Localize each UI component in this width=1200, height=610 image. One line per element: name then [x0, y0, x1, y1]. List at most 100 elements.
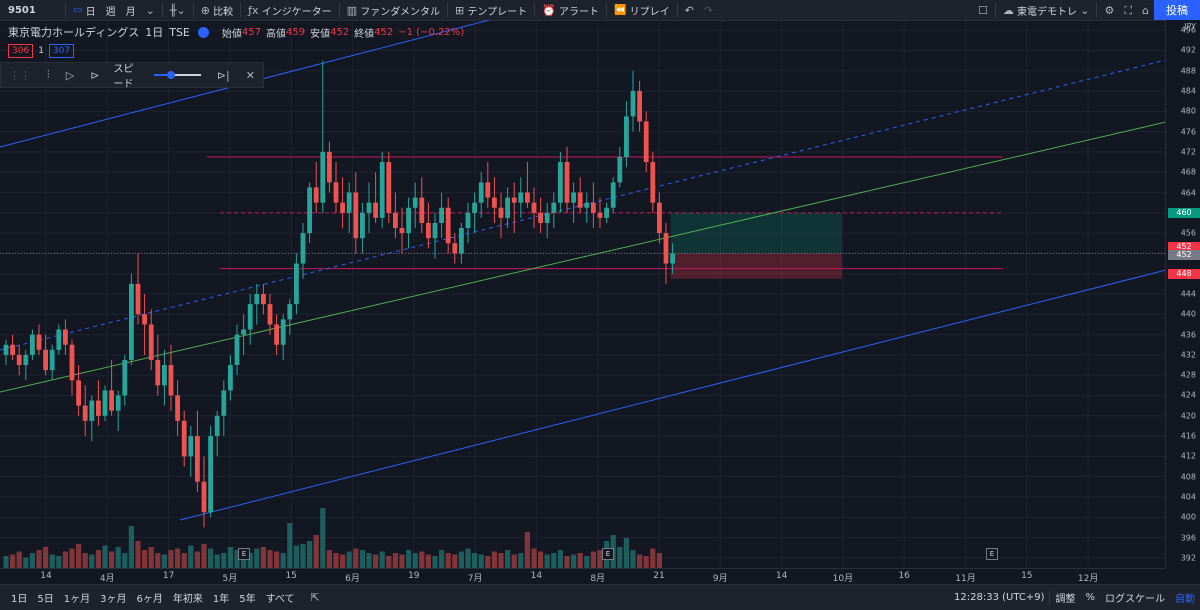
- volume-bar: [432, 556, 438, 568]
- volume-bar: [544, 554, 550, 568]
- time-tick: 15: [1021, 571, 1033, 581]
- volume-bar: [267, 550, 273, 568]
- range-button[interactable]: 1日: [11, 594, 28, 605]
- volume-bar: [320, 508, 326, 568]
- volume-bar: [56, 556, 62, 568]
- time-axis[interactable]: 14 4月 17 5月 15 6月 19 7月 14 8月 21 9月 14 10月 16 11月 15 12月: [0, 568, 1166, 585]
- range-button[interactable]: 3ヶ月: [100, 594, 127, 605]
- candle: [267, 294, 273, 335]
- volume-bar: [340, 554, 346, 568]
- buy-button[interactable]: 307: [48, 44, 75, 58]
- bottom-right-controls: 12:28:33 (UTC+9) 調整 % ログスケール 自動: [949, 585, 1200, 610]
- price-axis[interactable]: JPY 496 492 488 484 480 476 472 468 464 460 456 452…: [1165, 20, 1200, 568]
- candle-body: [63, 329, 68, 345]
- volume-bar: [564, 556, 570, 568]
- alert-button[interactable]: ⏰ アラート: [537, 0, 604, 20]
- chart-type-button[interactable]: ╫ ⌄: [165, 0, 191, 20]
- price-chart[interactable]: [0, 20, 1166, 568]
- clock-timezone[interactable]: 12:28:33 (UTC+9): [954, 592, 1045, 603]
- rewind-icon: ⏪: [613, 4, 627, 16]
- candle-body: [82, 405, 88, 421]
- volume-bar: [498, 553, 504, 568]
- currency-label[interactable]: JPY: [1184, 22, 1196, 31]
- candle-body: [505, 197, 510, 218]
- candle-body: [564, 162, 570, 203]
- templates-button[interactable]: ⊞ テンプレート: [450, 0, 532, 20]
- fullscreen-button[interactable]: ⛶: [1119, 0, 1137, 20]
- candle-body: [49, 349, 55, 371]
- volume-bar: [175, 548, 181, 568]
- percent-scale-button[interactable]: %: [1085, 592, 1095, 603]
- candle: [36, 324, 42, 355]
- candle: [564, 146, 570, 213]
- range-button[interactable]: すべて: [265, 594, 295, 605]
- range-button[interactable]: 年初来: [172, 594, 203, 605]
- snapshot-button[interactable]: ⌂: [1137, 0, 1154, 20]
- adjust-button[interactable]: 調整: [1055, 594, 1076, 605]
- volume-bar: [359, 550, 365, 568]
- sell-button[interactable]: 306: [8, 44, 34, 58]
- range-button[interactable]: 1年: [212, 594, 230, 605]
- range-button[interactable]: 6ヶ月: [136, 594, 163, 605]
- volume-bar: [386, 556, 392, 568]
- speed-slider-knob[interactable]: [166, 71, 175, 79]
- candle-body: [393, 212, 398, 229]
- range-button[interactable]: 1ヶ月: [63, 594, 91, 605]
- goto-date-button[interactable]: ⇱: [306, 592, 325, 604]
- high-label: 高値: [265, 28, 286, 40]
- redo-button[interactable]: ↷: [699, 0, 718, 20]
- candle-body: [439, 207, 444, 223]
- candle: [76, 365, 81, 416]
- step-forward-button[interactable]: ⊳: [82, 69, 107, 82]
- candle: [148, 309, 154, 371]
- settings-button[interactable]: ⚙: [1099, 0, 1119, 20]
- earnings-marker[interactable]: E: [238, 548, 250, 560]
- replay-mode-icon: [197, 26, 209, 38]
- candle: [663, 222, 669, 284]
- candle-body: [10, 344, 15, 355]
- play-button[interactable]: ▷: [58, 69, 82, 82]
- compare-button[interactable]: ⊕ 比較: [196, 0, 238, 20]
- speed-slider[interactable]: [154, 71, 201, 79]
- candle: [551, 192, 557, 229]
- auto-scale-button[interactable]: 自動: [1175, 594, 1195, 605]
- drag-handle-icon[interactable]: ⋮⋮: [9, 68, 31, 82]
- undo-button[interactable]: ↶: [680, 0, 699, 20]
- fundamentals-button[interactable]: ▥ ファンダメンタル: [342, 0, 445, 20]
- candle: [340, 177, 345, 229]
- range-button[interactable]: 5日: [37, 594, 54, 605]
- volume-bar: [287, 523, 293, 568]
- close-replay-button[interactable]: ✕: [238, 69, 263, 82]
- indicators-button[interactable]: ƒx インジケーター: [243, 0, 337, 20]
- candle: [386, 151, 392, 223]
- candle: [327, 141, 332, 193]
- interval-dropdown[interactable]: ⌄: [141, 0, 160, 20]
- symbol-search-button[interactable]: 9501: [8, 4, 36, 16]
- candle-body: [247, 304, 253, 330]
- volume-bar: [29, 553, 35, 568]
- publish-button[interactable]: 投稿: [1154, 0, 1200, 20]
- earnings-marker[interactable]: E: [602, 548, 614, 560]
- jump-to-realtime-button[interactable]: ⊳|: [209, 69, 238, 82]
- range-button[interactable]: 5年: [239, 594, 256, 605]
- symbol-title: 東京電力ホールディングス: [8, 26, 140, 39]
- volume-bar: [425, 554, 431, 568]
- replay-button[interactable]: ⏪ リプレイ: [609, 0, 675, 20]
- jump-to-bar-button[interactable]: ⫶: [39, 68, 58, 82]
- layout-name-button[interactable]: ☁ 東電デモトレ ⌄: [998, 0, 1095, 20]
- candle-body: [287, 304, 293, 320]
- price-tick: 420: [1180, 411, 1196, 421]
- log-scale-button[interactable]: ログスケール: [1105, 594, 1165, 605]
- candle-body: [538, 212, 543, 223]
- candle: [320, 60, 326, 213]
- candle-body: [617, 157, 623, 183]
- volume-bar: [531, 548, 537, 568]
- interval-day-button[interactable]: ▭ 日: [68, 0, 101, 20]
- candle-body: [360, 212, 365, 239]
- interval-month-button[interactable]: 月: [125, 6, 136, 18]
- layout-select-button[interactable]: ☐: [973, 0, 993, 20]
- candle-body: [69, 344, 75, 381]
- earnings-marker[interactable]: E: [986, 548, 998, 560]
- volume-bar: [353, 548, 359, 568]
- interval-week-button[interactable]: 週: [105, 6, 116, 18]
